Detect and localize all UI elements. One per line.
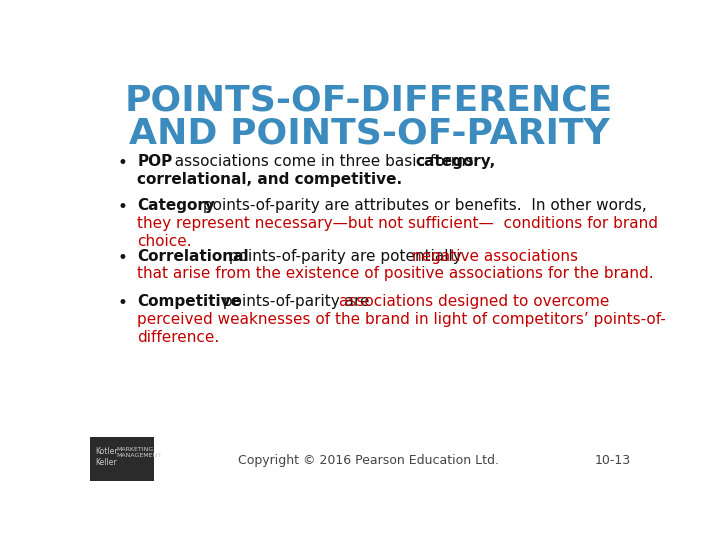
Text: negative associations: negative associations — [412, 248, 578, 264]
FancyBboxPatch shape — [90, 437, 154, 481]
Text: associations designed to overcome: associations designed to overcome — [339, 294, 610, 309]
Text: Competitive: Competitive — [138, 294, 241, 309]
Text: AND POINTS-OF-PARITY: AND POINTS-OF-PARITY — [129, 117, 609, 151]
Text: choice.: choice. — [138, 234, 192, 248]
Text: perceived weaknesses of the brand in light of competitors’ points-of-: perceived weaknesses of the brand in lig… — [138, 312, 666, 327]
Text: that arise from the existence of positive associations for the brand.: that arise from the existence of positiv… — [138, 266, 654, 281]
Text: Category: Category — [138, 198, 215, 213]
Text: Kotler
Keller: Kotler Keller — [96, 447, 118, 467]
Text: associations come in three basic forms:: associations come in three basic forms: — [165, 154, 488, 169]
Text: •: • — [118, 154, 127, 172]
Text: POINTS-OF-DIFFERENCE: POINTS-OF-DIFFERENCE — [125, 84, 613, 118]
Text: Correlational: Correlational — [138, 248, 249, 264]
Text: •: • — [118, 198, 127, 216]
Text: they represent necessary—but not sufficient—  conditions for brand: they represent necessary—but not suffici… — [138, 216, 658, 231]
Text: •: • — [118, 294, 127, 312]
Text: MARKETING
MANAGEMENT: MARKETING MANAGEMENT — [117, 447, 162, 458]
Text: category,: category, — [415, 154, 495, 169]
Text: 10-13: 10-13 — [595, 454, 631, 467]
Text: correlational, and competitive.: correlational, and competitive. — [138, 172, 402, 187]
Text: points-of-parity are potentially: points-of-parity are potentially — [224, 248, 467, 264]
Text: difference.: difference. — [138, 330, 220, 345]
Text: points-of-parity are attributes or benefits.  In other words,: points-of-parity are attributes or benef… — [198, 198, 647, 213]
Text: points-of-parity are: points-of-parity are — [218, 294, 374, 309]
Text: •: • — [118, 248, 127, 267]
Text: Copyright © 2016 Pearson Education Ltd.: Copyright © 2016 Pearson Education Ltd. — [238, 454, 500, 467]
Text: POP: POP — [138, 154, 173, 169]
